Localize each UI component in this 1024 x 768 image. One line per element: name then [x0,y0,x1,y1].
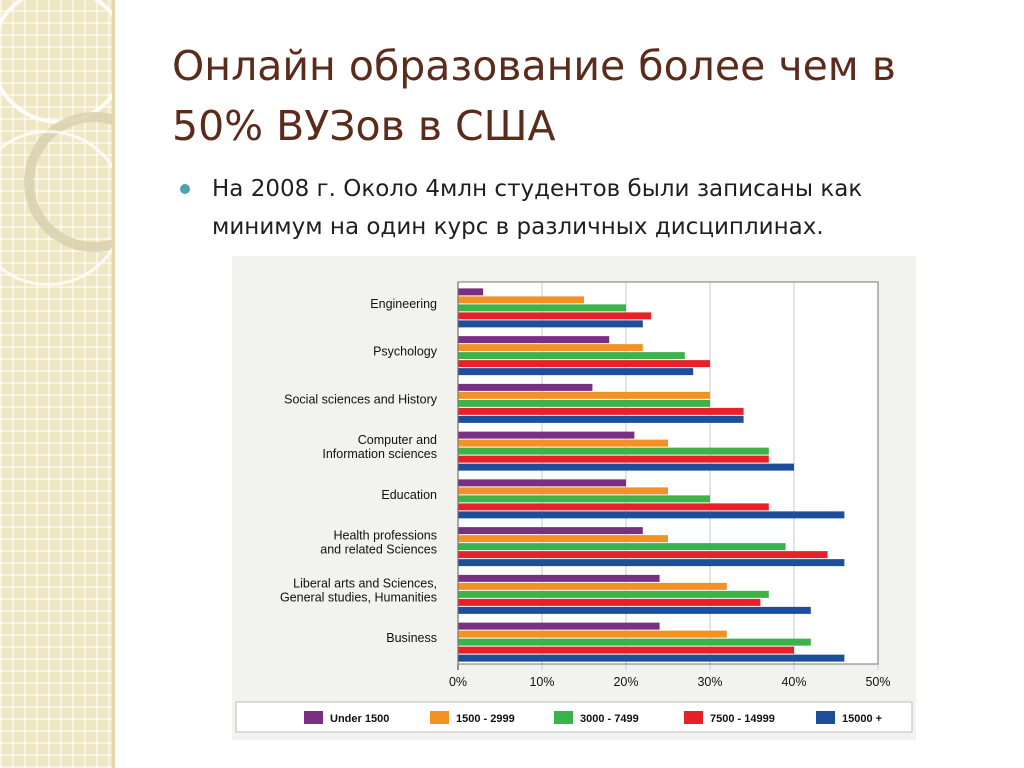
bar-chart: Engineering Psychology Social sciences and… [232,256,916,740]
bar [458,535,668,543]
x-tick-label: 40% [781,675,806,689]
legend-swatch [684,711,703,724]
category-label: Engineering [370,297,437,311]
bar [458,487,668,495]
bar [458,288,484,296]
decorative-ring [0,130,114,286]
axes [457,281,879,665]
category-label: General studies, Humanities [280,590,437,604]
bar [458,391,710,399]
legend-label: 3000 - 7499 [580,713,639,725]
bullet-line-2: минимум на один курс в различных дисципл… [212,214,824,240]
bar [458,638,811,646]
bar [458,574,660,582]
bar [458,352,685,360]
x-tick-label: 0% [449,675,467,689]
category-label: Health professions [333,529,437,543]
bar [458,495,710,503]
bar [458,360,710,368]
legend-swatch [304,711,323,724]
bar [458,336,610,344]
legend-label: 7500 - 14999 [710,713,775,725]
bar [458,463,794,471]
bar [458,479,626,487]
bar [458,582,727,590]
bullet-line-1: На 2008 г. Около 4млн студентов были зап… [212,176,863,202]
bar [458,646,794,654]
slide-title-line-2: 50% ВУЗов в США [172,102,556,150]
category-label: Education [381,488,437,502]
sidebar-edge [112,0,115,768]
category-label: Information sciences [322,447,437,461]
bar [458,312,652,320]
bar [458,407,744,415]
category-label: and related Sciences [320,543,437,557]
category-label: Business [386,631,437,645]
bar [458,551,828,559]
legend-label: 1500 - 2999 [456,713,515,725]
category-label: Liberal arts and Sciences, [293,576,437,590]
bars [458,288,845,662]
bar [458,606,811,614]
legend-swatch [554,711,573,724]
x-tick-labels: 0% 10% 20% 30% 40% 50% [449,675,891,689]
decorative-sidebar [0,0,114,768]
bar [458,590,769,598]
bar [458,447,769,455]
bar [458,344,643,352]
bar [458,598,761,606]
chart-container: Engineering Psychology Social sciences and… [232,256,916,740]
legend-label: 15000 + [842,713,882,725]
slide-title: Онлайн образование более чем в 50% ВУЗов… [172,36,992,156]
legend: Under 1500 1500 - 2999 3000 - 7499 7500 - 1… [235,701,913,733]
category-label: Computer and [358,433,437,447]
bar [458,296,584,304]
bar [458,439,668,447]
plot-border [457,281,879,665]
bar [458,368,694,376]
legend-label: Under 1500 [330,713,389,725]
bar [458,559,845,567]
x-tick-label: 10% [529,675,554,689]
bar [458,304,626,312]
bar [458,622,660,630]
x-tick-label: 50% [865,675,890,689]
decorative-ring [0,0,114,124]
bar [458,654,845,662]
bar [458,630,727,638]
category-labels: Engineering Psychology Social sciences and… [280,297,438,645]
bar [458,543,786,551]
bullet-dot-icon [180,184,190,194]
bar [458,503,769,511]
bullet-text: На 2008 г. Около 4млн студентов были зап… [212,170,1002,246]
legend-box [235,701,913,733]
legend-swatch [430,711,449,724]
category-label: Psychology [373,345,438,359]
bar [458,383,593,391]
bar [458,455,769,463]
x-tick-label: 20% [613,675,638,689]
x-tick-label: 30% [697,675,722,689]
bar [458,511,845,519]
bar [458,431,635,439]
bar [458,399,710,407]
slide-title-line-1: Онлайн образование более чем в [172,42,896,90]
bar [458,415,744,423]
category-label: Social sciences and History [284,392,438,406]
bar [458,527,643,535]
bar [458,320,643,328]
legend-swatch [816,711,835,724]
